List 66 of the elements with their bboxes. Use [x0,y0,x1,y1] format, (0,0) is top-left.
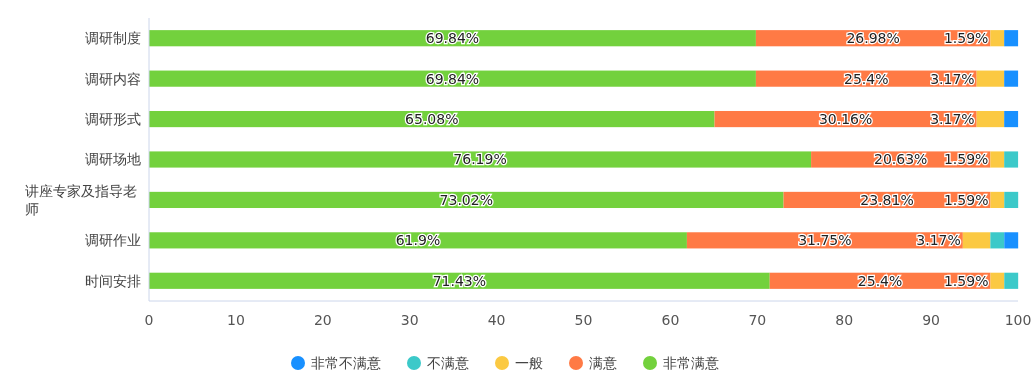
bar [990,151,1005,168]
bar [962,232,991,249]
bar [990,272,1005,289]
y-tick-label: 调研内容 [85,70,141,87]
data-label: 23.81% [860,191,914,208]
bar [149,70,756,87]
data-label: 3.17% [916,232,961,249]
data-label: 30.16% [818,110,873,127]
data-label: 1.59% [943,272,989,289]
bar [976,70,1005,87]
data-label: 26.98% [846,30,900,47]
data-label: 65.08% [405,110,459,127]
bar [149,151,812,168]
bar [149,110,715,128]
legend-label: 满意 [589,354,617,371]
bar [149,232,687,249]
data-label: 3.17% [930,70,975,87]
x-tick-label: 100 [1004,312,1032,328]
y-tick-label: 调研形式 [85,110,141,127]
x-tick-label: 50 [574,312,593,328]
legend-label: 一般 [515,354,543,371]
y-tick-label: 时间安排 [85,272,141,289]
x-tick-label: 40 [487,312,506,328]
x-tick-label: 20 [313,312,332,328]
data-label: 1.59% [943,30,989,47]
legend-label: 非常满意 [663,354,719,371]
data-label: 73.02% [439,191,493,208]
legend-label: 非常不满意 [311,354,381,371]
data-label: 3.17% [930,110,975,127]
bar [1004,191,1019,209]
data-label: 69.84% [425,30,480,47]
data-label: 71.43% [432,272,487,289]
x-tick-label: 10 [226,312,245,328]
bar [990,232,1005,249]
bar [1004,232,1019,249]
y-tick-label: 调研场地 [85,151,141,168]
bar [1004,70,1019,87]
data-label: 69.84% [425,70,480,87]
x-tick-label: 80 [835,312,854,328]
data-label: 20.63% [874,151,928,168]
data-label: 25.4% [844,70,889,87]
bar [1004,30,1019,47]
x-tick-label: 0 [144,312,154,328]
y-tick-label: 调研制度 [85,30,141,47]
y-tick-label: 讲座专家及指导老师 [25,182,137,217]
x-tick-label: 70 [748,312,767,328]
x-tick-label: 90 [922,312,941,328]
bar [990,191,1005,209]
bar [149,272,770,289]
x-tick-label: 60 [661,312,680,328]
data-label: 31.75% [798,232,852,249]
bar [976,110,1005,128]
bar [149,30,756,47]
bar [990,30,1005,47]
x-tick-label: 30 [400,312,419,328]
y-tick-label: 调研作业 [85,232,141,249]
data-label: 1.59% [943,191,989,208]
bar [1004,151,1019,168]
bar [149,191,784,209]
data-label: 76.19% [453,151,507,168]
data-label: 1.59% [943,151,989,168]
legend-label: 不满意 [427,354,469,371]
data-label: 61.9% [395,232,441,249]
data-label: 25.4% [857,272,903,289]
bar [1004,110,1019,128]
bar [1004,272,1019,289]
